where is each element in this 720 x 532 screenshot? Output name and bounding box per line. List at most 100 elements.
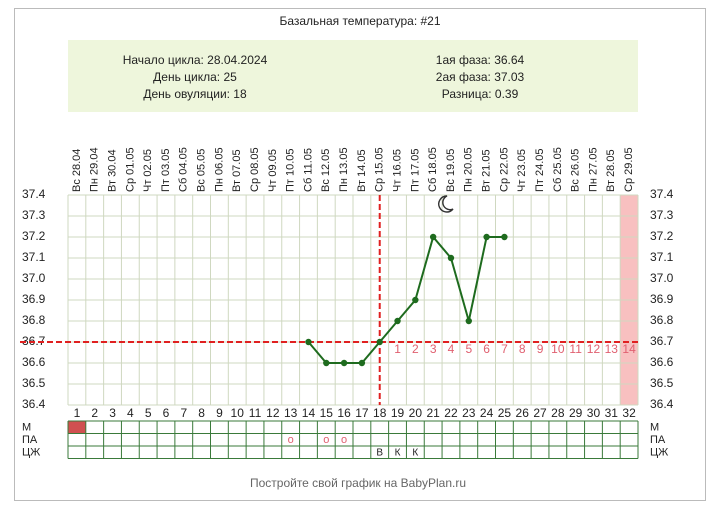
x-tick-label: 21 [426, 406, 440, 420]
temperature-point [323, 359, 330, 367]
x-tick-label: 13 [284, 406, 298, 420]
y-tick-label-right: 36.8 [650, 313, 674, 327]
y-tick-label-right: 37.0 [650, 271, 674, 285]
info-text: Разница: 0.39 [442, 87, 519, 101]
date-label: Пт 10.05 [285, 148, 297, 192]
date-label: Вс 19.05 [445, 149, 457, 192]
row-label: ПА [22, 434, 38, 446]
date-label: Пн 20.05 [463, 147, 475, 192]
info-text: День овуляции: 18 [143, 87, 247, 101]
row-mark: К [412, 447, 418, 458]
date-label: Вт 30.04 [106, 149, 118, 192]
temperature-point [305, 338, 312, 346]
temperature-point [394, 317, 401, 325]
x-tick-label: 15 [320, 406, 334, 420]
y-tick-label-right: 37.2 [650, 229, 674, 243]
y-tick-label: 36.6 [22, 355, 46, 369]
temperature-point [429, 233, 437, 241]
x-tick-label: 17 [355, 406, 369, 420]
x-tick-label: 4 [127, 406, 134, 420]
y-tick-label-right: 37.4 [650, 187, 674, 201]
date-label: Чт 09.05 [267, 149, 279, 192]
date-label: Вт 14.05 [356, 149, 368, 192]
temperature-point [412, 296, 419, 304]
date-label: Сб 18.05 [427, 147, 439, 192]
phase-day-label: 7 [501, 342, 508, 356]
temperature-point [447, 254, 455, 262]
y-tick-label: 37.2 [22, 229, 46, 243]
phase-day-label: 11 [569, 342, 582, 356]
info-text: День цикла: 25 [153, 70, 237, 84]
date-label: Пт 03.05 [160, 148, 172, 192]
x-tick-label: 14 [302, 406, 316, 420]
y-tick-label-right: 37.1 [650, 250, 674, 264]
y-tick-label: 37.1 [22, 250, 46, 264]
footer: Постройте свой график на BabyPlan.ru [250, 476, 466, 490]
x-tick-label: 5 [145, 406, 152, 420]
date-label: Сб 11.05 [302, 148, 314, 192]
y-tick-label-right: 36.9 [650, 292, 674, 306]
date-label: Вт 28.05 [605, 149, 617, 192]
date-label: Пн 13.05 [338, 147, 350, 192]
row-mark: o [323, 434, 329, 446]
y-tick-label: 37.4 [22, 187, 46, 201]
x-tick-label: 3 [109, 406, 116, 420]
x-tick-label: 1 [74, 406, 81, 420]
row-mark: o [288, 434, 294, 446]
row-label-right: М [650, 422, 659, 434]
y-tick-label: 36.9 [22, 292, 46, 306]
phase-day-label: 13 [605, 342, 619, 356]
x-tick-label: 9 [216, 406, 223, 420]
y-tick-label: 36.4 [22, 397, 46, 411]
date-label: Вт 07.05 [231, 149, 243, 192]
date-label: Вс 05.05 [196, 149, 208, 192]
phase-day-label: 3 [430, 342, 437, 356]
x-tick-label: 11 [249, 406, 262, 420]
x-tick-label: 26 [516, 406, 530, 420]
y-tick-label: 36.8 [22, 313, 46, 327]
x-tick-label: 6 [163, 406, 170, 420]
x-tick-label: 24 [480, 406, 494, 420]
phase-day-label: 10 [551, 342, 565, 356]
x-tick-label: 32 [622, 406, 636, 420]
x-tick-label: 27 [533, 406, 547, 420]
row-label: М [22, 422, 31, 434]
date-label: Вт 21.05 [481, 149, 493, 192]
x-tick-label: 31 [605, 406, 619, 420]
temperature-point [501, 233, 508, 241]
date-label: Вс 28.04 [71, 149, 83, 192]
x-tick-label: 28 [551, 406, 565, 420]
row-mark: К [395, 447, 401, 458]
x-tick-label: 2 [91, 406, 98, 420]
phase-day-label: 14 [622, 342, 636, 356]
y-tick-label: 36.5 [22, 376, 46, 390]
date-label: Чт 16.05 [391, 149, 403, 192]
x-tick-label: 7 [180, 406, 187, 420]
date-label: Пн 27.05 [587, 147, 599, 192]
y-tick-label-right: 36.5 [650, 376, 674, 390]
x-tick-label: 12 [266, 406, 280, 420]
date-label: Ср 01.05 [124, 147, 136, 192]
temperature-point [340, 359, 348, 367]
date-label: Ср 29.05 [623, 147, 635, 192]
date-label: Ср 15.05 [374, 147, 386, 192]
x-tick-label: 23 [462, 406, 476, 420]
temperature-point [376, 338, 383, 346]
date-label: Чт 23.05 [516, 149, 528, 192]
phase-day-label: 8 [519, 342, 526, 356]
date-label: Ср 22.05 [498, 147, 510, 192]
info-text: 1ая фаза: 36.64 [436, 53, 525, 67]
date-label: Пн 06.05 [213, 147, 225, 192]
x-tick-label: 18 [373, 406, 387, 420]
info-text: Начало цикла: 28.04.2024 [123, 53, 268, 67]
x-tick-label: 22 [444, 406, 458, 420]
y-tick-label-right: 36.7 [650, 334, 674, 348]
phase-day-label: 1 [394, 342, 401, 356]
phase-day-label: 2 [412, 342, 419, 356]
date-label: Сб 04.05 [178, 147, 190, 192]
date-label: Пт 17.05 [409, 148, 421, 192]
info-text: 2ая фаза: 37.03 [436, 70, 525, 84]
row-fill [68, 421, 86, 434]
date-label: Сб 25.05 [552, 147, 564, 192]
